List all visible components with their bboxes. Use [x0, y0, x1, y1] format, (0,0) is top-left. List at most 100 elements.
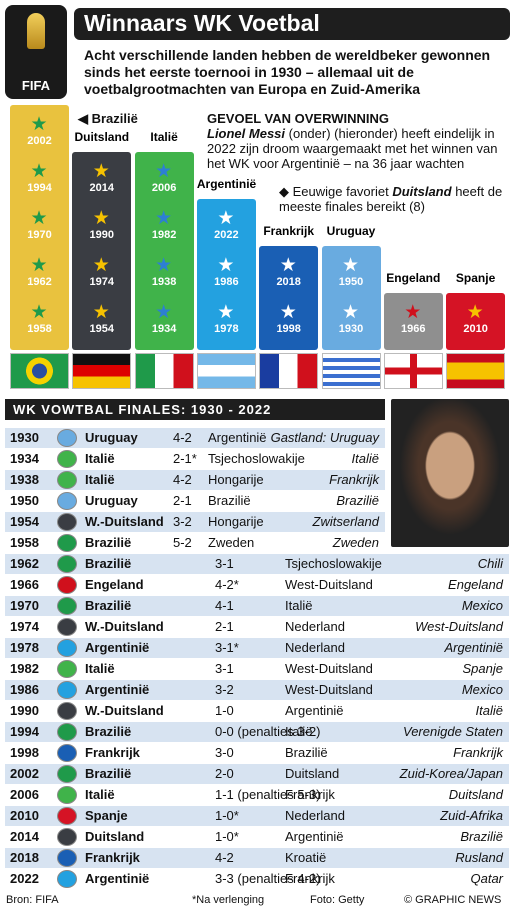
title-year: 1930 [338, 323, 364, 335]
table-row: 1954 W.-Duitsland 3-2 Hongarije Zwitserland [5, 512, 385, 532]
title-year: 2010 [463, 323, 488, 335]
final-runner-up: Brazilië [208, 493, 251, 508]
final-year: 2022 [10, 871, 39, 886]
final-runner-up: West-Duitsland [285, 661, 373, 676]
final-runner-up: Hongarije [208, 514, 264, 529]
flag-icon [57, 576, 77, 594]
flag-icon [57, 744, 77, 762]
table-row: 2018 Frankrijk 4-2 Kroatië Rusland [5, 848, 509, 868]
star-icon: ★ [466, 302, 484, 323]
final-runner-up: Brazilië [285, 745, 328, 760]
final-winner: Argentinië [85, 682, 150, 697]
final-winner: Brazilië [85, 598, 132, 613]
final-year: 1966 [10, 577, 39, 592]
final-winner: Engeland [85, 577, 144, 592]
final-runner-up: Kroatië [285, 850, 327, 865]
final-score: 4-2* [215, 577, 239, 592]
flag-icon [10, 353, 69, 389]
final-year: 1970 [10, 598, 39, 613]
title-year: 1954 [89, 323, 115, 335]
final-score: 4-2 [173, 430, 192, 445]
final-winner: Argentinië [85, 640, 150, 655]
flag-icon [57, 702, 77, 720]
table-title: WK VOWTBAL FINALES: 1930 - 2022 [5, 399, 385, 420]
table-row: 1998 Frankrijk 3-0 Brazilië Frankrijk [5, 743, 509, 763]
annotation2-post: heeft de meeste finales bereikt (8) [279, 184, 503, 214]
flag-icon [259, 353, 319, 389]
flag-icon [196, 353, 256, 389]
final-runner-up: Argentinië [208, 430, 267, 445]
flag-icon [57, 849, 77, 867]
flag-icon [134, 353, 194, 389]
final-winner: Italië [85, 787, 115, 802]
final-winner: Uruguay [85, 493, 138, 508]
star-icon: ★ [217, 255, 235, 276]
flag-icon [57, 660, 77, 678]
final-host: Mexico [461, 598, 503, 613]
title-year: 1986 [214, 276, 239, 288]
trophy-icon [27, 13, 45, 49]
final-winner: Uruguay [85, 430, 138, 445]
final-score: 4-1 [215, 598, 234, 613]
final-runner-up: Nederland [285, 808, 345, 823]
final-year: 1950 [10, 493, 39, 508]
table-row: 2006 Italië 1-1 (penalties 5-3) Frankrijk Du… [5, 785, 509, 805]
final-year: 1930 [10, 430, 39, 445]
final-runner-up: Frankrijk [285, 871, 335, 886]
star-icon: ★ [92, 255, 110, 276]
final-year: 2010 [10, 808, 39, 823]
star-icon: ★ [92, 161, 110, 182]
final-year: 2014 [10, 829, 39, 844]
final-year: 1962 [10, 556, 39, 571]
footer-note: *Na verlenging [192, 894, 265, 906]
final-host: Duitsland [448, 787, 503, 802]
final-score: 4-2 [173, 472, 192, 487]
star-icon: ★ [155, 302, 173, 323]
final-score: 2-0 [215, 766, 234, 781]
winner-name: Argentinië [196, 177, 257, 191]
final-year: 1978 [10, 640, 39, 655]
final-runner-up: West-Duitsland [285, 577, 373, 592]
title-year: 1974 [89, 276, 115, 288]
flag-icon [383, 353, 443, 389]
title-year: 1958 [27, 323, 52, 335]
winner-name: Spanje [455, 271, 496, 285]
final-winner: Italië [85, 451, 115, 466]
star-icon: ★ [30, 114, 48, 135]
flag-icon [57, 828, 77, 846]
flag-icon [57, 723, 77, 741]
table-row: 2022 Argentinië 3-3 (penalties 4-2) Frankri… [5, 869, 509, 889]
table-row: 1938 Italië 4-2 Hongarije Frankrijk [5, 470, 385, 490]
star-icon: ★ [92, 302, 110, 323]
messi-photo [391, 399, 509, 547]
annotation-germany: ◆ Eeuwige favoriet Duitsland heeft de me… [279, 184, 509, 214]
final-host: Frankrijk [453, 745, 503, 760]
table-row: 2014 Duitsland 1-0* Argentinië Brazilië [5, 827, 509, 847]
final-score: 2-1 [215, 619, 234, 634]
table-row: 1970 Brazilië 4-1 Italië Mexico [5, 596, 509, 616]
title-year: 2002 [27, 135, 52, 147]
table-row: 1934 Italië 2-1* Tsjechoslowakije Italië [5, 449, 385, 469]
final-year: 1998 [10, 745, 39, 760]
table-row: 1962 Brazilië 3-1 Tsjechoslowakije Chili [5, 554, 509, 574]
title-year: 1970 [27, 229, 52, 241]
final-winner: Italië [85, 661, 115, 676]
table-row: 1930 Uruguay 4-2 Argentinië Gastland: Urugua… [5, 428, 385, 448]
final-score: 3-2 [215, 682, 234, 697]
final-score: 5-2 [173, 535, 192, 550]
fifa-logo: FIFA [5, 5, 67, 99]
title-year: 1982 [151, 229, 177, 241]
flag-icon [321, 353, 381, 389]
flag-icon [57, 639, 77, 657]
final-winner: W.-Duitsland [85, 703, 164, 718]
star-icon: ★ [30, 208, 48, 229]
title-year: 1994 [27, 182, 52, 194]
table-row: 1958 Brazilië 5-2 Zweden Zweden [5, 533, 385, 553]
annotation-text: (onder) (hieronder) heeft eindelijk in 2… [207, 126, 498, 171]
table-row: 1990 W.-Duitsland 1-0 Argentinië Italië [5, 701, 509, 721]
final-score: 2-1 [173, 493, 192, 508]
flag-icon [57, 597, 77, 615]
title-year: 1990 [89, 229, 115, 241]
final-score: 3-1 [215, 556, 234, 571]
table-row: 1994 Brazilië 0-0 (penalties 3-2) Italië Ver… [5, 722, 509, 742]
